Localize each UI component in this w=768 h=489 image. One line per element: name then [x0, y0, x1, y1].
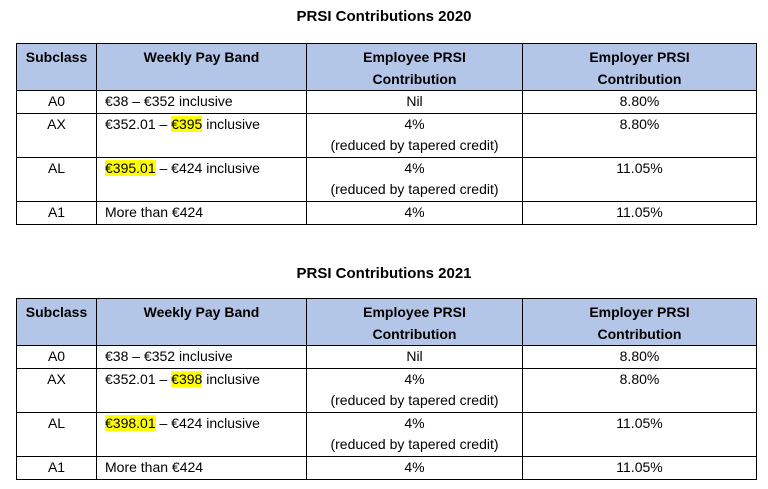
employee-note: (reduced by tapered credit)	[330, 181, 499, 197]
pay-band-text: €352.01 –	[105, 371, 172, 387]
subclass-cell: A0	[16, 345, 97, 369]
employer-cell: 8.80%	[522, 113, 757, 158]
header-weekly-pay-band: Weekly Pay Band	[96, 298, 307, 346]
pay-band-highlight: €395	[171, 116, 203, 132]
employee-rate: 4%	[404, 116, 425, 132]
header-employee-line1: Employee PRSI	[363, 304, 466, 320]
subclass-cell: AX	[16, 368, 97, 413]
header-employer-line1: Employer PRSI	[589, 304, 690, 320]
employer-cell: 8.80%	[522, 90, 757, 114]
subclass-cell: AL	[16, 157, 97, 202]
header-employee-line2: Contribution	[372, 326, 457, 342]
header-employer-line1: Employer PRSI	[589, 49, 690, 65]
table-row: AL €395.01 – €424 inclusive 4% (reduced b…	[16, 157, 757, 202]
header-row: Subclass Weekly Pay Band Employee PRSI Co…	[16, 43, 757, 91]
employee-cell: 4% (reduced by tapered credit)	[306, 157, 523, 202]
table-row: AL €398.01 – €424 inclusive 4% (reduced b…	[16, 412, 757, 457]
header-employer-line2: Contribution	[597, 326, 682, 342]
table-row: A0 €38 – €352 inclusive Nil 8.80%	[16, 90, 757, 114]
header-row: Subclass Weekly Pay Band Employee PRSI Co…	[16, 298, 757, 346]
pay-band-cell: €395.01 – €424 inclusive	[96, 157, 307, 202]
employer-cell: 8.80%	[522, 345, 757, 369]
pay-band-cell: €352.01 – €398 inclusive	[96, 368, 307, 413]
subclass-cell: AX	[16, 113, 97, 158]
pay-band-text: €38 – €352 inclusive	[105, 348, 233, 364]
pay-band-text: €38 – €352 inclusive	[105, 93, 233, 109]
header-employee-line1: Employee PRSI	[363, 49, 466, 65]
pay-band-text: More than €424	[105, 459, 204, 475]
table-title-2020: PRSI Contributions 2020	[296, 8, 472, 25]
employee-note: (reduced by tapered credit)	[330, 392, 499, 408]
employee-cell: 4% (reduced by tapered credit)	[306, 113, 523, 158]
table-row: AX €352.01 – €398 inclusive 4% (reduced b…	[16, 368, 757, 413]
employee-rate: 4%	[404, 415, 425, 431]
pay-band-highlight: €398	[171, 371, 203, 387]
table-row: A0 €38 – €352 inclusive Nil 8.80%	[16, 345, 757, 369]
pay-band-cell: More than €424	[96, 201, 307, 225]
table-title-2021: PRSI Contributions 2021	[296, 265, 472, 282]
subclass-cell: A1	[16, 456, 97, 480]
employee-note: (reduced by tapered credit)	[330, 137, 499, 153]
pay-band-text: €352.01 –	[105, 116, 172, 132]
pay-band-cell: €352.01 – €395 inclusive	[96, 113, 307, 158]
pay-band-text-end: inclusive	[202, 371, 260, 387]
table-row: AX €352.01 – €395 inclusive 4% (reduced b…	[16, 113, 757, 158]
employee-cell: 4%	[306, 201, 523, 225]
pay-band-cell: €38 – €352 inclusive	[96, 345, 307, 369]
employee-cell: Nil	[306, 345, 523, 369]
employee-note: (reduced by tapered credit)	[330, 436, 499, 452]
employee-cell: Nil	[306, 90, 523, 114]
prsi-table-2020: Subclass Weekly Pay Band Employee PRSI Co…	[16, 43, 757, 225]
header-weekly-pay-band: Weekly Pay Band	[96, 43, 307, 91]
header-subclass: Subclass	[16, 298, 97, 346]
header-employee-line2: Contribution	[372, 71, 457, 87]
employee-rate: 4%	[404, 160, 425, 176]
table-row: A1 More than €424 4% 11.05%	[16, 456, 757, 480]
employee-rate: 4%	[404, 371, 425, 387]
header-subclass: Subclass	[16, 43, 97, 91]
header-employee-prsi: Employee PRSI Contribution	[306, 298, 523, 346]
pay-band-text: More than €424	[105, 204, 204, 220]
employee-cell: 4% (reduced by tapered credit)	[306, 412, 523, 457]
pay-band-text-end: – €424 inclusive	[155, 415, 260, 431]
subclass-cell: A1	[16, 201, 97, 225]
employer-cell: 11.05%	[522, 201, 757, 225]
header-employee-prsi: Employee PRSI Contribution	[306, 43, 523, 91]
prsi-table-2021: Subclass Weekly Pay Band Employee PRSI Co…	[16, 298, 757, 480]
subclass-cell: A0	[16, 90, 97, 114]
pay-band-highlight: €398.01	[105, 415, 156, 431]
employer-cell: 8.80%	[522, 368, 757, 413]
pay-band-highlight: €395.01	[105, 160, 156, 176]
pay-band-cell: More than €424	[96, 456, 307, 480]
header-employer-line2: Contribution	[597, 71, 682, 87]
pay-band-text-end: – €424 inclusive	[155, 160, 260, 176]
employer-cell: 11.05%	[522, 456, 757, 480]
pay-band-cell: €38 – €352 inclusive	[96, 90, 307, 114]
employee-cell: 4%	[306, 456, 523, 480]
subclass-cell: AL	[16, 412, 97, 457]
employee-cell: 4% (reduced by tapered credit)	[306, 368, 523, 413]
pay-band-text-end: inclusive	[202, 116, 260, 132]
table-row: A1 More than €424 4% 11.05%	[16, 201, 757, 225]
header-employer-prsi: Employer PRSI Contribution	[522, 43, 757, 91]
employer-cell: 11.05%	[522, 412, 757, 457]
pay-band-cell: €398.01 – €424 inclusive	[96, 412, 307, 457]
employer-cell: 11.05%	[522, 157, 757, 202]
header-employer-prsi: Employer PRSI Contribution	[522, 298, 757, 346]
